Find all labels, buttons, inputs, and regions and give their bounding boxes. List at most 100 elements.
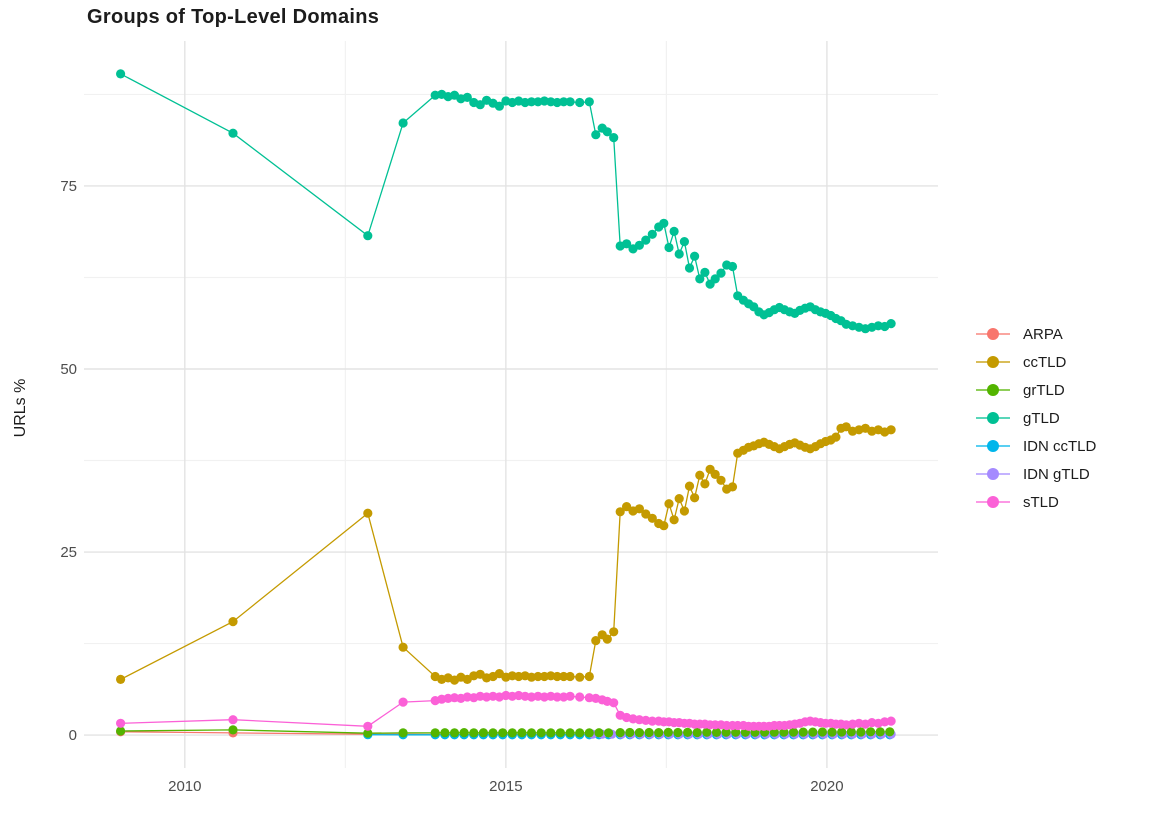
series-point-cctld <box>727 482 738 492</box>
series-point-cctld <box>584 671 594 682</box>
series-point-gtld <box>602 127 612 137</box>
series-point-grtld <box>615 728 625 738</box>
series-point-gtld <box>690 251 700 261</box>
series-point-grtld <box>488 728 498 738</box>
series-point-grtld <box>440 728 450 738</box>
series-point-grtld <box>846 727 856 737</box>
series-point-stld <box>363 721 373 731</box>
legend-item-idn-cctld: IDN ccTLD <box>976 432 1096 460</box>
series-point-grtld <box>663 727 673 738</box>
series-point-cctld <box>841 422 851 432</box>
series-point-grtld <box>683 727 693 738</box>
series-point-gtld <box>659 218 669 228</box>
series-point-stld <box>552 692 562 702</box>
series-point-grtld <box>604 728 614 738</box>
series-point-cctld <box>575 672 585 682</box>
series-point-cctld <box>684 481 695 491</box>
series-point-grtld <box>827 727 837 737</box>
series-point-grtld <box>575 728 585 738</box>
series-point-gtld <box>684 263 695 273</box>
legend-item-stld: sTLD <box>976 488 1096 516</box>
series-point-gtld <box>116 69 126 79</box>
y-tick-label: 75 <box>60 178 77 195</box>
legend: ARPA ccTLD grTLD gTLD IDN ccTLD IDN gTLD… <box>976 320 1096 516</box>
series-point-grtld <box>507 728 517 738</box>
series-point-gtld <box>591 130 601 140</box>
series-point-grtld <box>711 727 722 738</box>
series-point-gtld <box>700 267 710 277</box>
series-point-grtld <box>788 727 799 737</box>
legend-label: IDN ccTLD <box>1023 437 1097 455</box>
series-point-grtld <box>430 728 440 738</box>
series-point-grtld <box>555 728 566 738</box>
legend-item-arpa: ARPA <box>976 320 1096 348</box>
series-point-stld <box>398 697 408 707</box>
series-point-stld <box>647 716 657 726</box>
series-point-grtld <box>625 727 635 738</box>
series-point-cctld <box>716 475 726 485</box>
series-point-grtld <box>866 727 876 737</box>
legend-item-idn-gtld: IDN gTLD <box>976 460 1096 488</box>
series-point-grtld <box>449 728 460 738</box>
series-point-gtld <box>584 97 594 107</box>
legend-item-gtld: gTLD <box>976 404 1096 432</box>
series-point-cctld <box>695 470 705 480</box>
series-point-gtld <box>710 274 720 284</box>
series-point-grtld <box>769 727 779 737</box>
series-point-stld <box>886 716 896 726</box>
series-point-cctld <box>609 627 619 637</box>
series-point-cctld <box>700 479 710 489</box>
series-point-cctld <box>559 671 569 682</box>
series-point-cctld <box>363 508 373 518</box>
y-tick-label: 25 <box>60 544 77 561</box>
series-point-gtld <box>462 92 472 102</box>
legend-key-icon <box>976 356 1010 368</box>
series-point-cctld <box>533 671 543 682</box>
series-point-cctld <box>622 502 632 512</box>
series-point-grtld <box>702 727 712 737</box>
series-point-gtld <box>398 118 408 128</box>
legend-label: grTLD <box>1023 381 1065 399</box>
series-point-gtld <box>695 274 705 284</box>
series-point-gtld <box>647 229 657 239</box>
series-point-cctld <box>690 493 700 503</box>
series-point-grtld <box>469 728 479 738</box>
series-point-gtld <box>634 240 645 250</box>
series-point-grtld <box>856 727 866 737</box>
series-point-gtld <box>609 133 619 143</box>
series-point-stld <box>565 691 575 701</box>
series-point-stld <box>575 692 585 702</box>
series-point-cctld <box>552 671 562 682</box>
chart-title: Groups of Top-Level Domains <box>87 6 380 28</box>
series-point-grtld <box>808 727 818 737</box>
series-point-grtld <box>779 727 789 737</box>
legend-key-icon <box>976 496 1010 508</box>
series-point-gtld <box>526 97 537 107</box>
series-point-grtld <box>798 727 808 737</box>
series-point-cctld <box>591 636 601 646</box>
series-point-grtld <box>594 728 604 738</box>
legend-label: IDN gTLD <box>1023 465 1090 483</box>
series-point-cctld <box>228 617 238 627</box>
series-point-gtld <box>727 261 738 272</box>
series-point-gtld <box>664 242 674 253</box>
series-point-grtld <box>546 728 556 738</box>
series-point-cctld <box>116 674 126 685</box>
series-point-grtld <box>498 728 508 738</box>
series-point-cctld <box>647 513 657 523</box>
series-point-gtld <box>886 319 896 329</box>
series-point-grtld <box>363 728 373 738</box>
series-point-cctld <box>831 432 841 442</box>
series-point-cctld <box>669 515 679 525</box>
series-point-cctld <box>602 634 612 644</box>
legend-label: sTLD <box>1023 493 1059 511</box>
series-point-cctld <box>615 507 625 517</box>
series-point-cctld <box>565 671 575 682</box>
legend-label: gTLD <box>1023 409 1060 427</box>
series-point-grtld <box>526 728 537 738</box>
series-point-cctld <box>674 494 684 504</box>
series-point-grtld <box>885 727 895 737</box>
series-point-cctld <box>679 506 690 516</box>
series-point-grtld <box>116 726 126 736</box>
series-point-stld <box>116 718 126 728</box>
